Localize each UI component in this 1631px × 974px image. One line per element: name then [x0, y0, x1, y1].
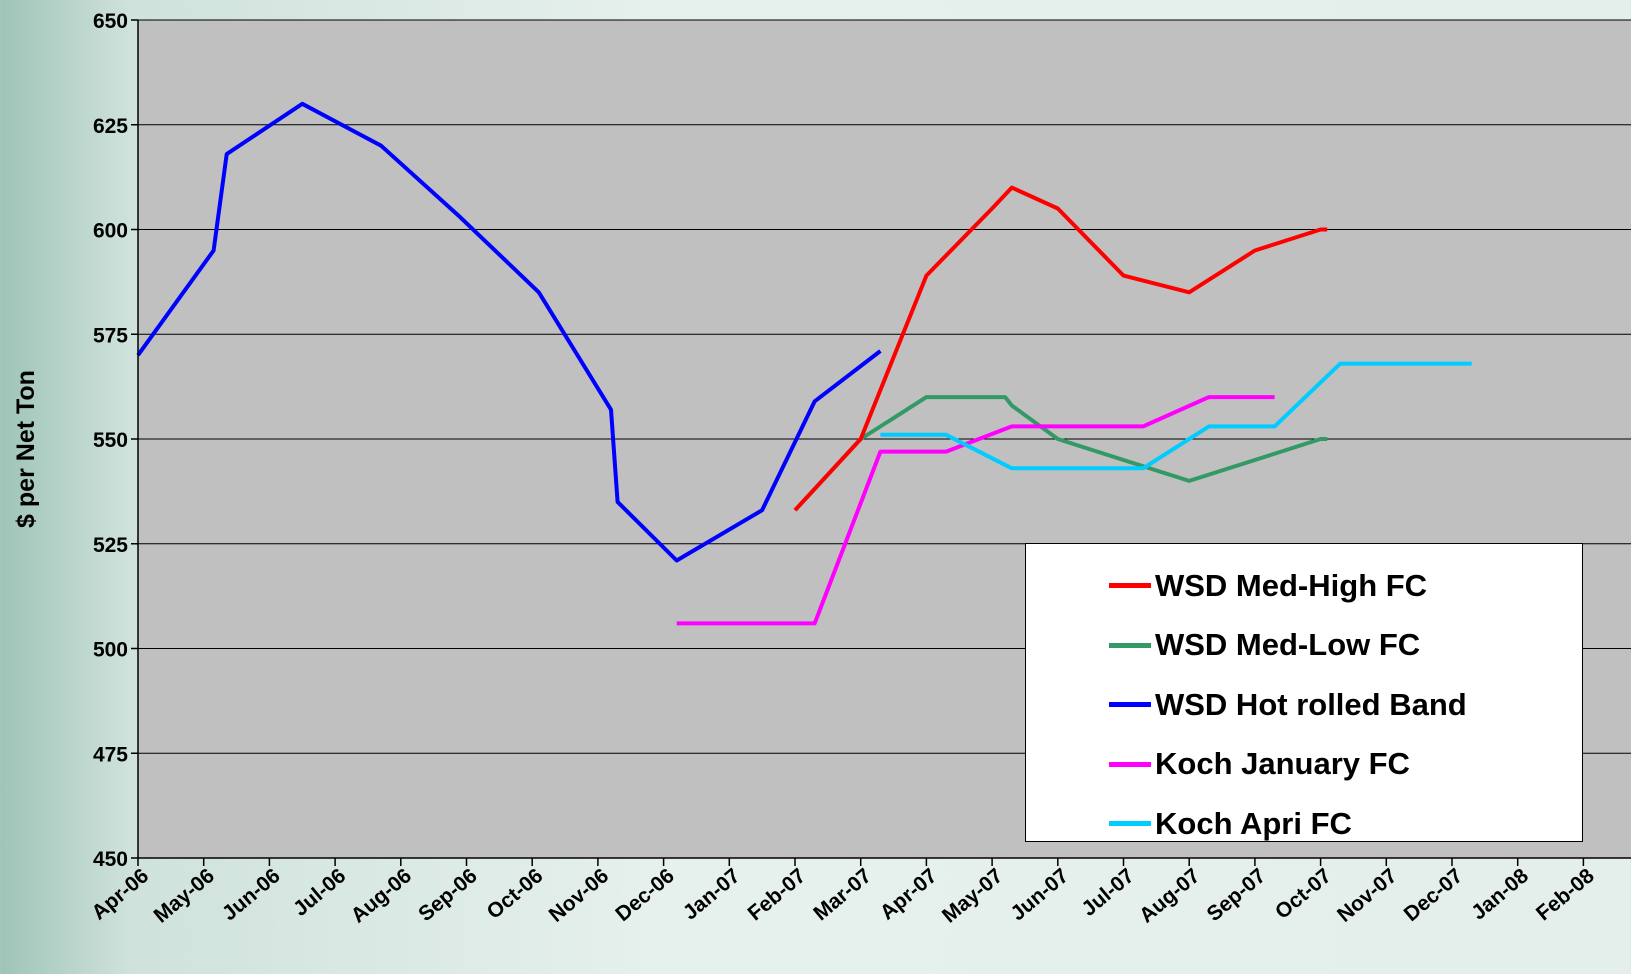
x-tick-label: Feb-08 [1532, 864, 1599, 925]
legend-item: WSD Med-High FC [1026, 556, 1582, 616]
x-tick-label: Jan-07 [679, 864, 745, 924]
series-line-5 [880, 361, 1472, 471]
gridlines [138, 19, 1631, 754]
x-tick-label: Jun-07 [1006, 864, 1073, 925]
y-tick-label: 550 [93, 429, 128, 452]
legend-item: WSD Hot rolled Band [1026, 675, 1582, 735]
x-tick-label: May-06 [150, 864, 219, 927]
x-tick-label: Jul-07 [1077, 864, 1138, 921]
legend-label: Koch Apri FC [1155, 805, 1352, 841]
legend-item: Koch Apri FC [1026, 794, 1582, 854]
x-tick-label: Jan-08 [1467, 864, 1533, 925]
y-axis-label: $ per Net Ton [12, 370, 40, 528]
x-tick-label: Oct-06 [483, 864, 548, 924]
legend: WSD Med-High FC WSD Med-Low FC WSD Hot rol… [1025, 543, 1583, 842]
x-tick-label: May-07 [938, 864, 1007, 927]
x-tick-label: Dec-07 [1400, 864, 1468, 926]
x-tick-label: Aug-07 [1135, 864, 1204, 927]
legend-swatch [1109, 821, 1151, 827]
x-tick-label: Sep-06 [414, 864, 482, 926]
x-tick-label: Nov-06 [545, 864, 613, 927]
x-tick-label: Jul-06 [289, 864, 350, 921]
legend-label: WSD Med-Low FC [1155, 627, 1421, 663]
legend-item: WSD Med-Low FC [1026, 616, 1582, 676]
x-tick-label: Nov-07 [1333, 864, 1401, 927]
x-tick-label: Feb-07 [744, 864, 811, 925]
x-tick-label: Apr-07 [876, 864, 942, 924]
y-tick-label: 650 [93, 10, 128, 33]
series-lines [136, 101, 1472, 626]
x-tick-label: Dec-06 [611, 864, 679, 926]
series-line-2 [793, 395, 1328, 512]
series-line-1 [793, 185, 1328, 512]
y-tick-label: 450 [93, 848, 128, 871]
y-tick-label: 525 [93, 534, 128, 557]
legend-label: WSD Hot rolled Band [1155, 686, 1467, 722]
x-tick-label: Aug-06 [347, 864, 416, 927]
x-tick-label: Sep-07 [1203, 864, 1271, 926]
legend-label: Koch January FC [1155, 746, 1410, 782]
x-tick-label: Jun-06 [218, 864, 285, 925]
y-tick-label: 575 [93, 324, 128, 347]
legend-label: WSD Med-High FC [1155, 567, 1428, 603]
y-tick-label: 600 [93, 220, 128, 243]
x-tick-label: Mar-07 [809, 864, 876, 925]
y-tick-label: 500 [93, 639, 128, 662]
x-tick-label: Apr-06 [87, 864, 153, 924]
series-line-3 [136, 101, 882, 563]
legend-item: Koch January FC [1026, 735, 1582, 795]
legend-swatch [1109, 702, 1151, 708]
series-line-4 [676, 395, 1275, 626]
legend-swatch [1109, 583, 1151, 589]
legend-swatch [1109, 761, 1151, 767]
y-tick-label: 625 [93, 115, 128, 138]
y-tick-label: 475 [93, 743, 128, 766]
legend-swatch [1109, 642, 1151, 648]
x-tick-label: Oct-07 [1271, 864, 1336, 924]
